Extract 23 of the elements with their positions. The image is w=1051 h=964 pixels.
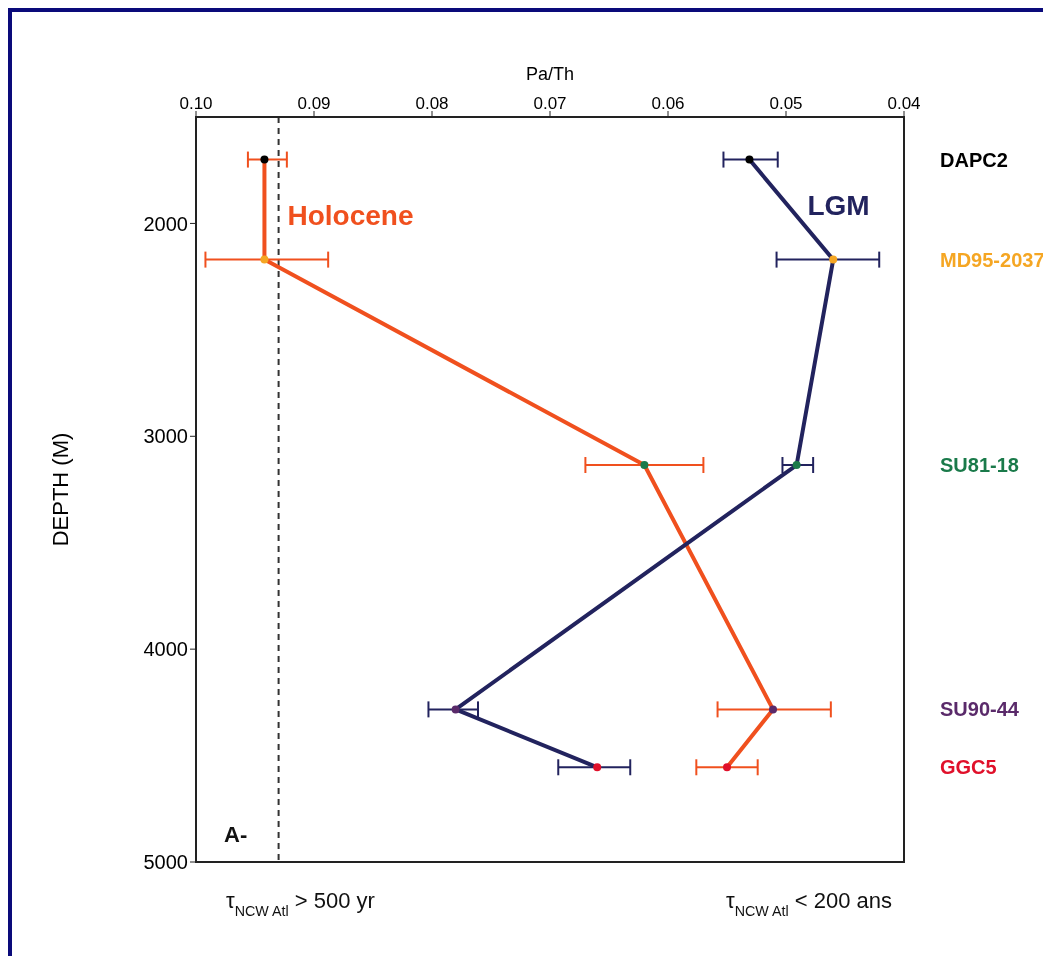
- x-tick-label: 0.05: [769, 94, 803, 113]
- text: τ$_{NCW Atl}$ < 200 ans: [726, 888, 893, 919]
- text: τ$_{NCW Atl}$ > 500 yr: [226, 888, 375, 919]
- x-tick-label: 0.06: [651, 94, 685, 113]
- y-tick-label: 5000: [143, 851, 188, 874]
- text: GGC5: [940, 756, 997, 779]
- x-tick-label: 0.08: [415, 94, 449, 113]
- x-tick-label: 0.07: [533, 94, 567, 113]
- series-label: LGM: [807, 189, 870, 221]
- y-tick-label: 2000: [143, 212, 188, 235]
- text: SU81-18: [940, 454, 1019, 477]
- text: MD95-2037: [940, 248, 1045, 271]
- x-tick-label: 0.10: [179, 94, 213, 113]
- text: DAPC2: [940, 148, 1008, 171]
- annotation: A-: [224, 822, 248, 847]
- y-tick-label: 3000: [143, 425, 188, 448]
- series-label: Holocene: [287, 199, 414, 231]
- x-tick-label: 0.04: [887, 94, 921, 113]
- x-axis-title: Pa/Th: [525, 63, 575, 84]
- y-tick-label: 4000: [143, 638, 188, 661]
- y-axis-title: DEPTH (M): [47, 432, 73, 547]
- x-tick-label: 0.09: [297, 94, 331, 113]
- text: SU90-44: [940, 698, 1020, 721]
